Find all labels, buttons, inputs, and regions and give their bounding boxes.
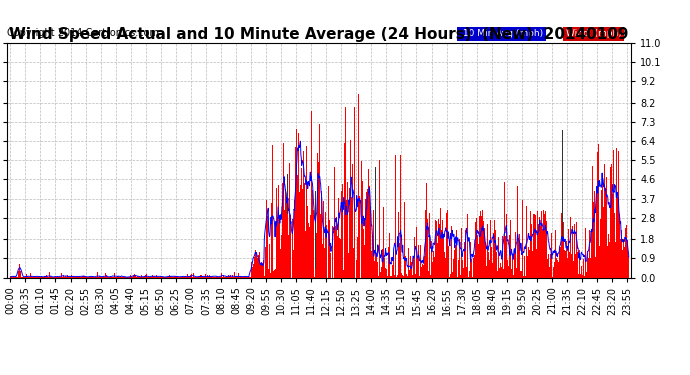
Title: Wind Speed Actual and 10 Minute Average (24 Hours)  (New)  20140109: Wind Speed Actual and 10 Minute Average … — [10, 27, 629, 42]
Text: Copyright 2014 Cartronics.com: Copyright 2014 Cartronics.com — [7, 28, 159, 39]
Text: 10 Min Avg (mph): 10 Min Avg (mph) — [460, 30, 543, 39]
Text: Wind  (mph): Wind (mph) — [566, 30, 622, 39]
